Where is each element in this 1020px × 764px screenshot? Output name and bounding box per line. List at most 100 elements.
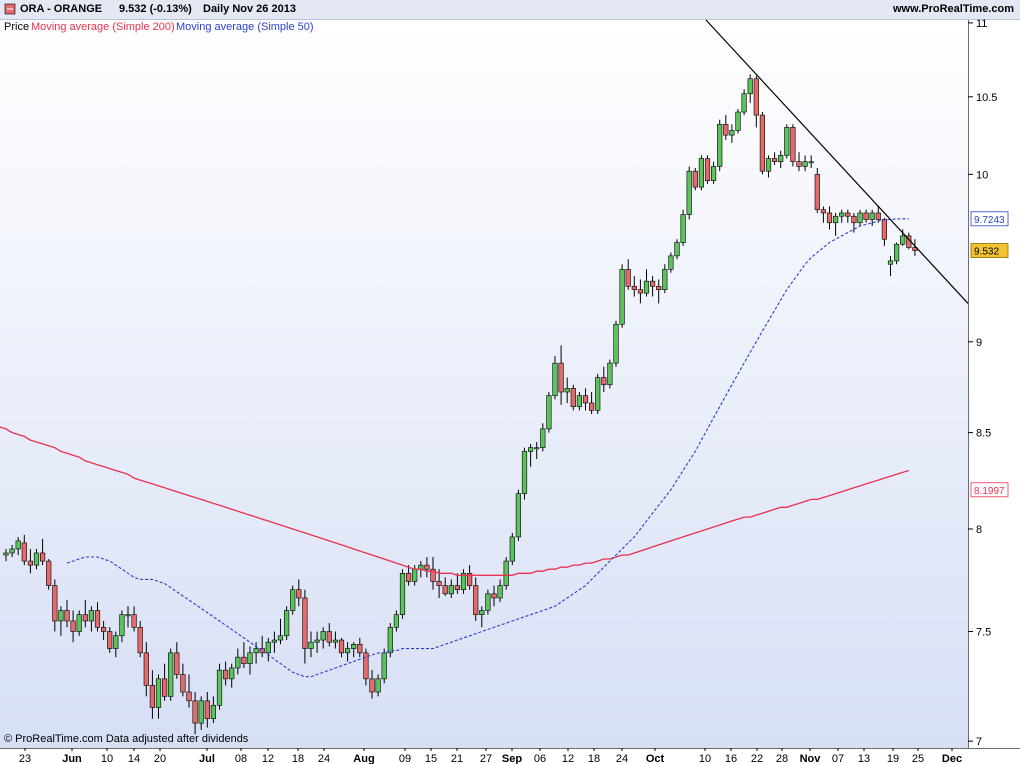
candle-body bbox=[686, 170, 692, 215]
candle-body bbox=[595, 377, 601, 411]
candle-body bbox=[204, 700, 210, 719]
candle-body bbox=[229, 667, 235, 680]
candle-body bbox=[143, 652, 149, 686]
candle-body bbox=[741, 93, 747, 113]
legend-price[interactable]: Price bbox=[4, 21, 30, 33]
candle-body bbox=[588, 402, 595, 411]
candle-body bbox=[430, 568, 436, 582]
candle-body bbox=[454, 585, 461, 591]
candle-body bbox=[601, 377, 607, 386]
x-tick-label: 14 bbox=[128, 753, 140, 764]
candle-body bbox=[552, 362, 558, 396]
candle-body bbox=[58, 610, 64, 622]
candle-body bbox=[290, 589, 296, 611]
candle-body bbox=[564, 388, 570, 393]
candle-body bbox=[210, 704, 217, 719]
candle-body bbox=[107, 631, 113, 649]
candle-body bbox=[241, 656, 247, 664]
candle-body bbox=[765, 158, 772, 172]
x-tick-label: 10 bbox=[699, 753, 711, 764]
y-tick-label: 11 bbox=[976, 18, 987, 30]
app-icon bbox=[4, 3, 16, 16]
ma200-value-badge-box bbox=[970, 482, 1009, 498]
candle-body bbox=[521, 451, 528, 494]
candle-body bbox=[534, 447, 540, 450]
candle-body bbox=[216, 669, 223, 706]
candle-body bbox=[296, 589, 302, 599]
candle-body bbox=[253, 648, 259, 654]
candle-body bbox=[76, 614, 82, 632]
x-tick-label: 23 bbox=[19, 753, 31, 764]
candle-body bbox=[174, 652, 180, 675]
candle-body bbox=[759, 114, 765, 172]
candle-body bbox=[485, 593, 491, 611]
trendline bbox=[705, 19, 969, 304]
candle-body bbox=[656, 285, 662, 290]
plot-area[interactable] bbox=[0, 20, 968, 748]
candle-body bbox=[515, 493, 521, 538]
candle-body bbox=[369, 678, 375, 693]
candle-body bbox=[527, 447, 534, 452]
candle-body bbox=[198, 700, 204, 724]
x-tick-label: 10 bbox=[101, 753, 113, 764]
price-axis[interactable] bbox=[968, 20, 1020, 748]
candle-body bbox=[326, 631, 332, 643]
legend-ma200[interactable]: Moving average (Simple 200) bbox=[31, 21, 175, 33]
candle-body bbox=[893, 243, 900, 262]
candle-body bbox=[710, 166, 717, 182]
site-link[interactable]: www.ProRealTime.com bbox=[892, 3, 1014, 15]
x-tick-label: 24 bbox=[318, 753, 330, 764]
candle-body bbox=[619, 269, 625, 325]
candle-body bbox=[131, 614, 137, 628]
candle-body bbox=[460, 572, 467, 591]
candle-body bbox=[875, 212, 881, 220]
candle-body bbox=[668, 255, 674, 270]
candle-body bbox=[509, 536, 515, 562]
candle-body bbox=[802, 161, 808, 167]
date-axis[interactable] bbox=[0, 748, 1020, 764]
candle-body bbox=[570, 388, 576, 407]
ma200-line bbox=[0, 426, 909, 576]
symbol-title: ORA - ORANGE bbox=[20, 3, 103, 15]
y-tick-label: 7 bbox=[976, 736, 982, 748]
candle-body bbox=[491, 593, 497, 599]
y-tick-label: 8.5 bbox=[976, 428, 991, 440]
last-price-badge: 9.532 bbox=[974, 247, 999, 258]
candle-body bbox=[338, 639, 345, 654]
candle-body bbox=[101, 626, 107, 632]
candle-body bbox=[625, 269, 631, 287]
x-tick-label: Aug bbox=[353, 753, 374, 764]
candle-body bbox=[790, 127, 796, 162]
candle-body bbox=[576, 395, 582, 407]
x-tick-label: Nov bbox=[800, 753, 822, 764]
candle-body bbox=[643, 280, 650, 294]
x-tick-label: 12 bbox=[262, 753, 274, 764]
candle-body bbox=[851, 215, 857, 224]
candle-body bbox=[15, 540, 21, 550]
candle-body bbox=[3, 552, 9, 556]
candle-body bbox=[832, 215, 839, 224]
candle-body bbox=[723, 123, 729, 136]
candle-body bbox=[442, 585, 448, 595]
candle-body bbox=[168, 652, 174, 697]
x-tick-label: 24 bbox=[616, 753, 628, 764]
candle-body bbox=[497, 585, 503, 599]
x-tick-label: 28 bbox=[776, 753, 788, 764]
candle-body bbox=[271, 639, 278, 643]
legend-ma50[interactable]: Moving average (Simple 50) bbox=[176, 21, 314, 33]
x-tick-label: 18 bbox=[588, 753, 600, 764]
candle-body bbox=[808, 161, 814, 164]
candle-body bbox=[881, 219, 887, 240]
x-tick-label: Oct bbox=[646, 753, 665, 764]
candle-body bbox=[82, 614, 88, 622]
candle-body bbox=[900, 235, 906, 245]
candle-body bbox=[180, 674, 186, 693]
title-bar bbox=[0, 0, 1020, 20]
candle-body bbox=[814, 174, 820, 211]
x-tick-label: Jul bbox=[199, 753, 215, 764]
x-tick-label: 13 bbox=[858, 753, 870, 764]
ma50-line bbox=[66, 218, 909, 678]
candle-body bbox=[735, 111, 741, 131]
candle-body bbox=[357, 643, 363, 654]
